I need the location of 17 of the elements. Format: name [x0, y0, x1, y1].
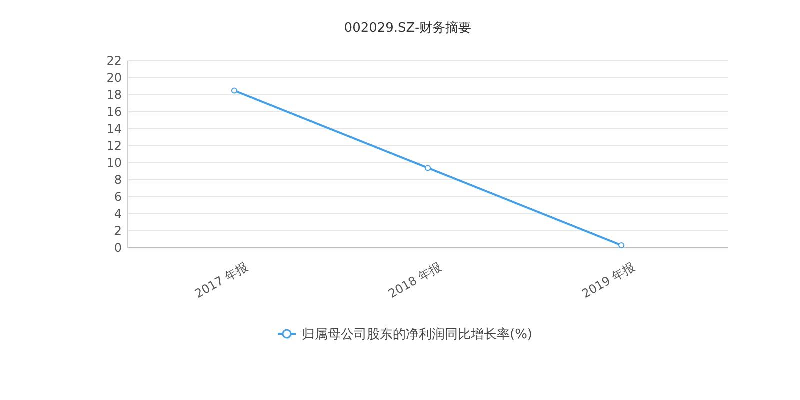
y-tick-label: 14 [106, 122, 122, 136]
legend-label: 归属母公司股东的净利润同比增长率(%) [302, 326, 532, 343]
y-tick-label: 4 [114, 207, 122, 222]
y-tick-label: 10 [106, 156, 122, 170]
point [425, 165, 431, 172]
y-tick-label: 0 [114, 241, 122, 256]
y-tick-label: 18 [106, 88, 122, 102]
point [618, 242, 625, 248]
y-tick-label: 8 [114, 173, 122, 188]
y-tick-label: 12 [106, 139, 122, 154]
y-tick-label: 22 [106, 54, 122, 68]
point [231, 88, 238, 94]
y-tick-label: 2 [114, 224, 122, 238]
chart-title: 002029.SZ-财务摘要 [344, 21, 472, 36]
y-tick-label: 20 [106, 71, 122, 86]
y-tick-label: 6 [114, 190, 122, 204]
y-tick-label: 16 [106, 105, 122, 120]
